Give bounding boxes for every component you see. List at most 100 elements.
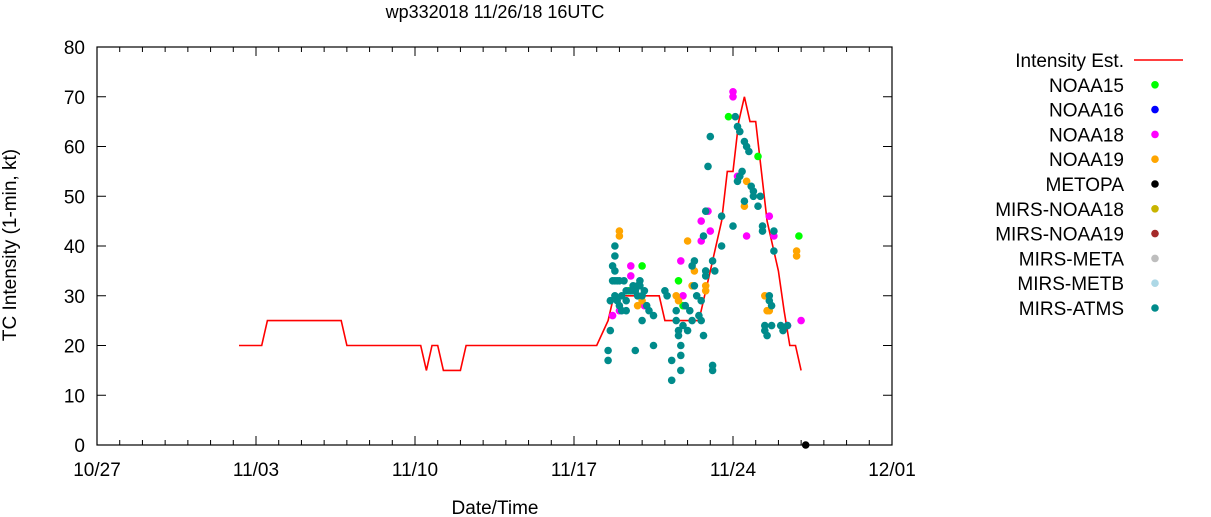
data-point-mirs-atms	[701, 207, 710, 215]
legend-swatch-metopa	[1151, 180, 1159, 188]
data-point-noaa19	[674, 296, 683, 305]
data-point-mirs-atms	[767, 321, 776, 330]
legend-label-noaa15: NOAA15	[1049, 76, 1124, 97]
y-axis: 0 10 20 30 40 50 60 70 80	[64, 38, 892, 457]
y-tick-label: 60	[64, 138, 85, 159]
data-point-mirs-atms	[699, 331, 708, 340]
data-point-mirs-atms	[706, 132, 715, 141]
data-point-noaa18	[627, 272, 635, 280]
data-point-mirs-atms	[631, 346, 640, 355]
data-point-noaa18	[677, 257, 685, 265]
data-point-mirs-atms	[708, 257, 717, 265]
data-point-mirs-atms	[749, 187, 758, 196]
data-point-mirs-atms	[690, 257, 699, 265]
data-point-noaa18	[797, 316, 805, 325]
y-tick-label: 80	[64, 38, 85, 59]
legend-swatch-mirs-noaa18	[1151, 205, 1159, 213]
data-point-noaa19	[742, 177, 751, 186]
plot-area	[96, 46, 893, 449]
data-point-noaa19	[792, 252, 801, 260]
y-tick-label: 20	[64, 337, 85, 358]
data-point-mirs-atms	[636, 282, 644, 290]
data-point-mirs-atms	[663, 292, 671, 300]
data-point-mirs-atms	[736, 127, 744, 136]
data-point-noaa15	[795, 232, 803, 240]
legend: Intensity Est. NOAA15 NOAA16 NOAA18 NOAA19 ME…	[995, 51, 1183, 320]
data-point-metopa	[801, 441, 810, 449]
y-tick-label: 40	[64, 237, 85, 258]
x-axis: 10/27 11/03 11/10 11/17 11/24 12/01	[73, 47, 916, 481]
data-point-noaa19	[701, 287, 710, 295]
data-point-mirs-atms	[756, 192, 765, 201]
legend-swatch-noaa15	[1151, 81, 1159, 89]
data-point-mirs-atms	[674, 331, 683, 340]
legend-swatch-noaa19	[1151, 155, 1159, 163]
data-point-noaa15	[674, 277, 683, 285]
legend-swatch-mirs-noaa19	[1151, 229, 1159, 238]
data-point-mirs-atms	[740, 197, 749, 205]
data-point-mirs-atms	[620, 277, 628, 285]
data-point-mirs-atms	[622, 296, 630, 305]
data-point-mirs-atms	[731, 112, 740, 121]
data-point-mirs-atms	[611, 242, 619, 250]
data-point-mirs-atms	[783, 321, 792, 330]
data-point-noaa19	[683, 237, 692, 245]
data-point-mirs-atms	[729, 222, 737, 230]
data-point-noaa15	[638, 262, 646, 270]
legend-label-metopa: METOPA	[1046, 175, 1125, 196]
data-point-mirs-atms	[649, 311, 658, 320]
x-tick-label: 11/17	[551, 460, 597, 481]
y-tick-label: 30	[64, 287, 85, 308]
y-tick-label: 0	[74, 436, 85, 457]
data-point-noaa18	[679, 292, 687, 300]
y-tick-label: 10	[64, 386, 85, 407]
legend-swatch-mirs-meta	[1151, 254, 1159, 263]
data-point-mirs-atms	[697, 296, 705, 305]
legend-swatch-noaa16	[1151, 105, 1159, 114]
data-point-mirs-atms	[622, 306, 630, 315]
x-axis-label: Date/Time	[452, 498, 539, 517]
x-tick-label: 12/01	[868, 460, 916, 481]
legend-swatch-mirs-metb	[1151, 279, 1159, 288]
data-point-mirs-atms	[767, 301, 776, 310]
data-point-mirs-atms	[677, 341, 685, 350]
data-point-mirs-atms	[649, 341, 658, 350]
data-point-mirs-atms	[640, 287, 649, 295]
data-point-mirs-atms	[763, 331, 771, 340]
data-point-mirs-atms	[699, 232, 708, 240]
legend-label-noaa16: NOAA16	[1049, 101, 1124, 122]
data-point-mirs-atms	[617, 292, 626, 300]
y-tick-label: 70	[64, 88, 85, 109]
y-tick-label: 50	[64, 187, 85, 208]
legend-label-mirs-noaa18: MIRS-NOAA18	[995, 200, 1124, 221]
data-point-mirs-atms	[611, 267, 619, 275]
data-point-mirs-atms	[692, 292, 701, 300]
data-point-mirs-atms	[672, 316, 680, 325]
data-point-mirs-atms	[708, 366, 717, 375]
data-point-mirs-atms	[770, 247, 778, 255]
data-point-mirs-atms	[717, 212, 726, 220]
legend-swatch-mirs-atms	[1151, 304, 1159, 312]
data-point-mirs-atms	[770, 227, 778, 235]
data-point-mirs-atms	[711, 267, 719, 275]
legend-label-mirs-metb: MIRS-METB	[1017, 274, 1124, 295]
data-point-mirs-atms	[717, 242, 726, 250]
data-point-mirs-atms	[690, 282, 699, 290]
data-point-mirs-atms	[745, 147, 753, 156]
chart-title: wp332018 11/26/18 16UTC	[385, 2, 605, 22]
data-point-mirs-atms	[738, 167, 746, 176]
data-point-noaa19	[615, 232, 624, 240]
data-point-mirs-atms	[681, 301, 690, 310]
data-point-mirs-atms	[704, 162, 712, 171]
data-point-noaa18	[627, 262, 635, 270]
y-axis-label: TC Intensity (1-min, kt)	[0, 149, 21, 341]
data-point-mirs-atms	[779, 326, 787, 335]
legend-label-intensity-est-: Intensity Est.	[1015, 51, 1124, 72]
data-point-noaa18	[706, 227, 715, 235]
data-point-mirs-atms	[677, 351, 685, 360]
legend-label-mirs-noaa19: MIRS-NOAA19	[995, 225, 1124, 246]
data-point-mirs-atms	[645, 306, 653, 315]
data-point-mirs-atms	[701, 272, 710, 280]
data-point-noaa18	[729, 93, 737, 101]
